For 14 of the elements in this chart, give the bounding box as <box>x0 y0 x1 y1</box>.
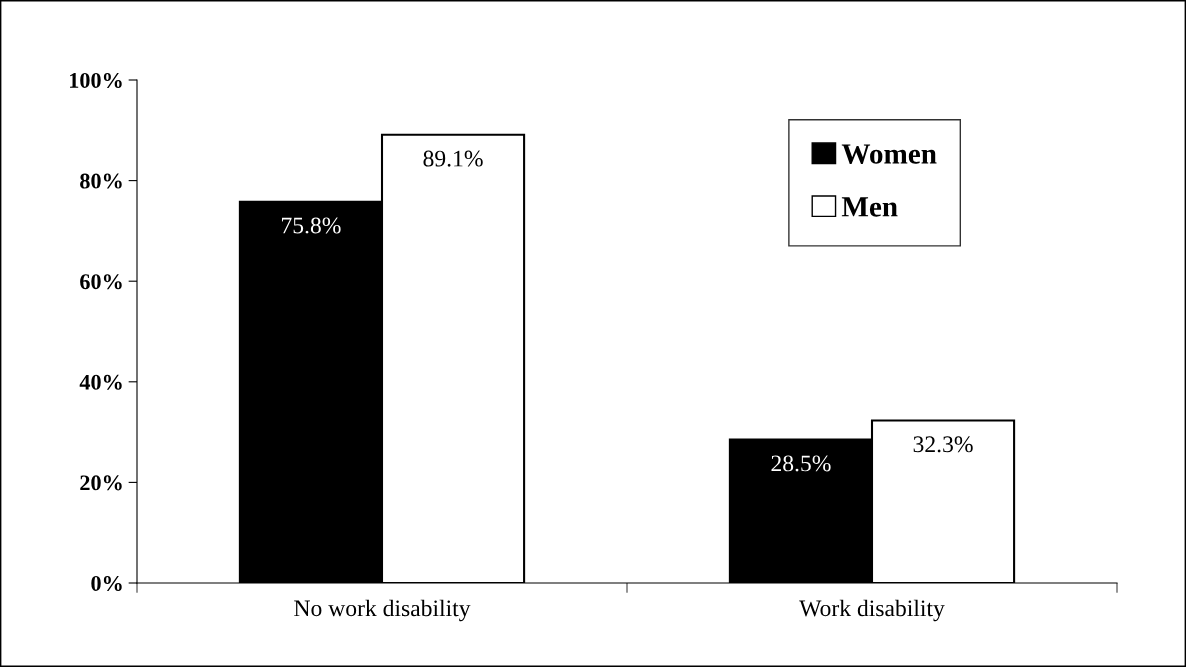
data-label: 89.1% <box>423 150 483 167</box>
y-tick-label: 100% <box>70 72 122 88</box>
y-tick-label: 40% <box>79 374 122 390</box>
legend-label: Men <box>841 197 898 217</box>
legend-label: Women <box>841 144 937 164</box>
x-tick-label: Work disability <box>799 599 945 622</box>
y-tick-label: 0% <box>91 575 122 591</box>
y-tick-label: 20% <box>80 475 122 491</box>
y-tick-label: 60% <box>80 274 122 290</box>
data-label: 28.5% <box>771 455 831 472</box>
data-label: 75.8% <box>282 217 341 234</box>
data-label: 32.3% <box>913 436 973 453</box>
y-tick-label: 80% <box>80 173 122 189</box>
x-tick-label: No work disability <box>294 599 471 622</box>
